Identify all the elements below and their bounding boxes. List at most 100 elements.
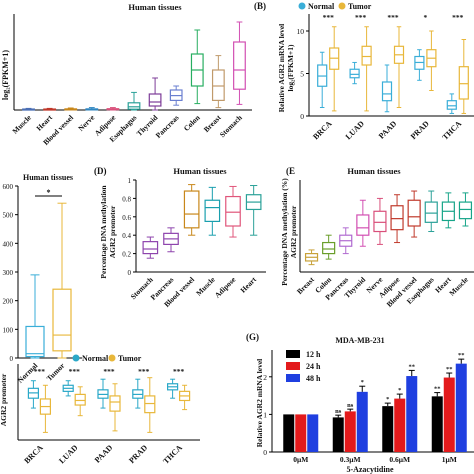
panel-g-significance: * <box>361 379 364 386</box>
panel-g-significance: * <box>386 396 389 403</box>
panel-g-category-label: 1μM <box>442 455 457 464</box>
panel-e-box-9-box <box>458 201 473 220</box>
panel-e-box-1-box <box>322 241 336 255</box>
panel-c-tick-label: 200 <box>3 298 14 306</box>
panel-e-box-6-box <box>407 199 421 227</box>
panel-f-category-label: PRAD <box>127 443 149 465</box>
panel-b-tick-label: 0 <box>300 112 304 121</box>
panel-f-category-label: THCA <box>161 443 184 466</box>
panel-f-tumor-3-box <box>144 395 156 414</box>
panel-g-significance: ** <box>434 386 441 393</box>
panel-b-significance: *** <box>355 13 367 22</box>
panel-g-significance: ** <box>458 352 465 359</box>
panel-d-tick-label: 0.2 <box>122 251 131 259</box>
panel-f-category-label: BRCA <box>22 443 45 466</box>
panel-g-bar-0-1 <box>295 414 307 452</box>
panel-a-category-label: Muscle <box>10 113 33 136</box>
panel-b-category-label: LUAD <box>344 119 367 142</box>
panel-g-significance: ns <box>347 402 354 409</box>
panel-f-legend-normal-swatch <box>72 354 80 362</box>
panel-b-legend-tumor-swatch <box>338 2 346 10</box>
panel-g-legend-label: 12 h <box>306 350 321 359</box>
panel-e-box-5-box <box>390 205 404 231</box>
panel-e-title: Human tissues <box>347 166 401 176</box>
panel-g-significance: * <box>398 387 401 394</box>
panel-g-category-label: 0.6μM <box>389 455 410 464</box>
panel-b-tick-label: 10 <box>297 27 305 36</box>
panel-f-tumor-2-box <box>109 395 121 412</box>
panel-c-title: Human tissues <box>23 173 73 182</box>
panel-c-tick-label: 500 <box>3 212 14 220</box>
panel-a-category-label: Colon <box>182 112 203 133</box>
panel-e-box-4-box <box>373 210 387 233</box>
panel-g-legend-swatch <box>286 350 300 358</box>
panel-c-tick-label: 100 <box>3 326 14 334</box>
panel-e-box-7-box <box>424 201 438 223</box>
panel-c-tick-label: 300 <box>3 269 14 277</box>
panel-f-significance: *** <box>103 367 115 376</box>
panel-c-tick-label: 600 <box>3 183 14 191</box>
panel-g-tick-label: 1 <box>263 410 267 419</box>
panel-f-legend-tumor-swatch <box>108 354 116 362</box>
panel-f-significance: *** <box>173 367 185 376</box>
panel-b-category-label: THCA <box>440 119 463 142</box>
panel-a-box-10-box <box>233 41 246 90</box>
panel-g-bar-1-2 <box>356 391 368 452</box>
panel-f-significance: *** <box>34 367 46 376</box>
panel-g-bar-2-0 <box>382 406 394 452</box>
panel-d-tick-label: 0.6 <box>122 214 131 222</box>
panel-b-boxes: 0 5 10 *** BRCA *** LUAD *** PAAD * PRAD *** THCA <box>297 13 469 142</box>
panel-b-category-label: BRCA <box>311 119 334 142</box>
panel-b-category-label: PRAD <box>409 119 431 141</box>
panel-g-category-label: 0.3μM <box>340 455 361 464</box>
panel-b-ylabel-line2: log₂(FPKM+1) <box>286 44 295 91</box>
panel-g-bar-0-0 <box>283 414 295 452</box>
panel-a-title: Human tissues <box>128 2 182 12</box>
panel-g-bar-0-2 <box>307 414 319 452</box>
panel-c-tick-label: 400 <box>3 240 14 248</box>
panel-d-category-label: Heart <box>238 275 258 295</box>
panel-e-category-label: Breast <box>295 275 316 296</box>
panel-a-category-label: Pancreas <box>154 113 181 140</box>
panel-b-legend-tumor: Tumor <box>348 2 372 11</box>
panel-a-ylabel: log₂(FPKM+1) <box>1 50 10 100</box>
panel-b-legend-normal: Normal <box>308 2 335 11</box>
panel-g-legend-swatch <box>286 374 300 382</box>
panel-e-ylabel-line1: Percentage DNA methylation (%) <box>280 178 289 286</box>
panel-d-tick-label: 0.4 <box>122 232 131 240</box>
panel-d-box-2-box <box>183 190 200 229</box>
panel-b-ylabel-line1: Relative AGR2 mRNA level <box>277 24 286 113</box>
panel-g-category-label: 0μM <box>293 455 308 464</box>
panel-d-box-3-box <box>204 199 221 223</box>
panel-g-bar-1-1 <box>344 411 356 452</box>
panel-f-ylabel: AGR2 promoter <box>0 373 8 426</box>
panel-a-box-5-box <box>127 102 141 110</box>
panel-f-tumor-1-box <box>74 393 86 406</box>
panel-d-label: (D) <box>94 166 107 176</box>
panel-c-tick-label: 0 <box>10 355 14 363</box>
panel-f-category-label: LUAD <box>57 443 80 466</box>
panel-d-ylabel-line1: Percentage DNA methylation <box>99 185 108 279</box>
panel-g-legend-label: 48 h <box>306 374 321 383</box>
panel-d-title: Human tissues <box>173 166 227 176</box>
panel-e-label: (E <box>286 166 295 176</box>
panel-b-tumor-4-box <box>458 66 469 100</box>
panel-g-tick-label: 0 <box>263 448 267 457</box>
panel-g-xlabel: 5-Azacytidine <box>346 465 394 474</box>
panel-d-box-0-box <box>142 241 159 255</box>
panel-b-significance: *** <box>387 13 399 22</box>
panel-b-normal-1-box <box>349 68 360 79</box>
panel-b-significance: *** <box>323 13 335 22</box>
panel-c-box-1-box <box>52 288 72 352</box>
panel-g-bar-2-2 <box>406 376 418 452</box>
panel-b-normal-2-box <box>381 81 393 102</box>
panel-b-label: (B) <box>254 1 266 11</box>
panel-g-legend-label: 24 h <box>306 362 321 371</box>
panel-g-title: MDA-MB-231 <box>335 336 384 345</box>
panel-a-box-9-box <box>211 69 225 101</box>
panel-e-boxes: BreastColonPancreasThyroidNerveAdiposeBl… <box>295 190 473 309</box>
